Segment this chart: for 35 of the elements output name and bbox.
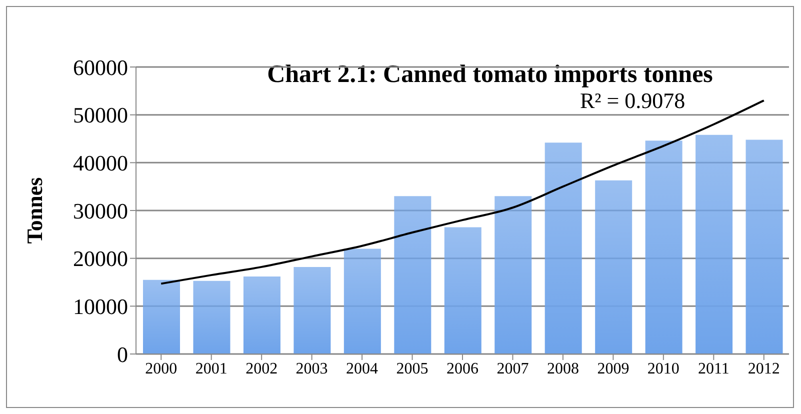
bar — [544, 142, 582, 354]
x-tick-label: 2004 — [346, 360, 378, 378]
bar — [746, 140, 783, 354]
y-tick-label: 10000 — [73, 294, 128, 319]
annotation: R² = 0.9078 — [580, 88, 686, 114]
x-tick-label: 2010 — [647, 360, 680, 378]
bar — [243, 276, 280, 354]
bar — [344, 248, 381, 354]
bar — [696, 134, 733, 354]
bar — [143, 280, 180, 354]
bar — [645, 140, 682, 354]
y-tick-label: 20000 — [73, 246, 128, 272]
x-tick-label: 2008 — [546, 360, 579, 378]
x-tick-label: 2001 — [195, 360, 228, 378]
x-tick-label: 2005 — [396, 360, 428, 378]
y-axis-title: Tonnes — [22, 176, 47, 244]
bar — [444, 227, 482, 354]
y-tick-label: 50000 — [73, 102, 128, 128]
x-tick-label: 2000 — [145, 360, 178, 378]
x-tick-label: 2011 — [698, 360, 730, 378]
y-tick-label: 40000 — [73, 150, 128, 176]
x-tick-label: 2007 — [496, 360, 529, 378]
bar — [193, 280, 230, 354]
bar — [494, 196, 532, 354]
x-tick-label: 2003 — [296, 360, 328, 378]
y-tick-label: 60000 — [73, 54, 128, 80]
bar — [595, 180, 632, 354]
bar — [294, 266, 331, 354]
x-tick-label: 2002 — [246, 360, 278, 378]
x-tick-label: 2009 — [597, 360, 630, 378]
bar — [394, 196, 432, 354]
y-tick-label: 0 — [117, 342, 128, 367]
y-tick-label: 30000 — [73, 198, 128, 224]
x-tick-label: 2006 — [446, 360, 478, 378]
x-tick-label: 2012 — [748, 360, 780, 378]
